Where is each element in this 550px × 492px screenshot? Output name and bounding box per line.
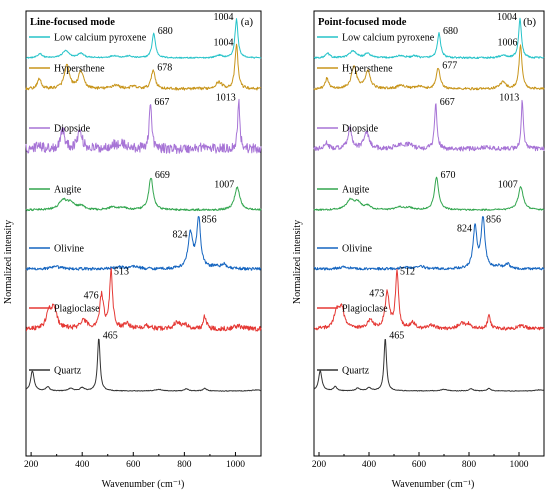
legend-entry: Olivine [342,244,373,255]
series-line [313,339,545,392]
legend-entry: Low calcium pyroxene [54,33,147,44]
plot-frame [25,10,262,457]
peak-label: 513 [114,266,129,277]
series-line [25,98,262,154]
x-tick-label: 200 [24,460,39,470]
x-tick-label: 400 [75,460,90,470]
panel-a: Line-focused mode (a) 200 400 600 800 1000 Low … [24,10,262,470]
series-line [314,268,545,331]
legend-entry: Augite [54,185,82,196]
peak-label: 680 [158,26,173,37]
series-line [26,18,262,59]
legend-entry: Quartz [342,366,370,377]
series-line [25,43,262,91]
legend-entry: Low calcium pyroxene [342,33,435,44]
peak-label: 476 [84,291,99,302]
legend-entry: Olivine [54,244,85,255]
peak-label: 856 [202,215,217,226]
series-line [313,17,545,60]
peak-label: 667 [440,97,455,108]
x-tick-label: 800 [177,460,192,470]
peak-label: 677 [442,60,457,71]
peak-label: 465 [103,330,118,341]
x-tick-label: 400 [362,460,377,470]
peak-label: 670 [441,170,456,181]
x-tick-label: 200 [312,460,327,470]
peak-label: 473 [369,288,384,299]
series-line [313,176,545,211]
legend-entry: Plagioclase [54,304,100,315]
peak-label: 1004 [213,12,233,23]
plot-frame [313,10,545,457]
legend-entry: Diopside [342,124,379,135]
panel-b: Point-focused mode (b) 200 400 600 800 1000 Low… [312,10,545,470]
legend-entry: Plagioclase [342,304,388,315]
series-line [26,267,262,332]
legend-entry: Diopside [54,124,91,135]
x-tick-label: 600 [412,460,427,470]
series-line [313,44,545,91]
panel-label: (b) [523,16,536,28]
legend-entry: Quartz [54,366,82,377]
peak-label: 1007 [498,180,518,191]
x-axis-label-left: Wavenumber (cm⁻¹) [102,479,185,490]
legend-entry: Hypersthene [54,64,105,75]
peak-label: 667 [154,97,169,108]
panel-label: (a) [241,16,254,28]
peak-label: 1006 [498,37,518,48]
panel-title: Point-focused mode [318,17,407,28]
peak-label: 1007 [214,180,234,191]
peak-label: 1013 [499,92,519,103]
series-line [25,216,262,271]
x-tick-label: 1000 [226,460,245,470]
peak-label: 512 [400,266,415,277]
series-line [313,216,545,271]
peak-label: 680 [443,26,458,37]
series-line [26,338,262,392]
peak-label: 824 [457,224,472,235]
peak-label: 1004 [497,12,517,23]
series-line [25,177,262,212]
x-axis-label-right: Wavenumber (cm⁻¹) [392,479,475,490]
y-axis-label-left: Normalized intensity [3,220,14,304]
peak-label: 856 [486,215,501,226]
x-tick-label: 800 [462,460,477,470]
peak-label: 678 [157,62,172,73]
x-tick-label: 1000 [510,460,529,470]
peak-label: 824 [173,230,188,241]
y-axis-label-right: Normalized intensity [292,220,303,304]
peak-label: 1004 [213,37,233,48]
series-line [313,99,545,152]
peak-label: 1013 [216,92,236,103]
legend-entry: Augite [342,185,370,196]
legend-entry: Hypersthene [342,64,393,75]
x-tick-label: 600 [126,460,141,470]
panel-title: Line-focused mode [30,17,115,28]
peak-label: 669 [155,170,170,181]
peak-label: 465 [389,330,404,341]
